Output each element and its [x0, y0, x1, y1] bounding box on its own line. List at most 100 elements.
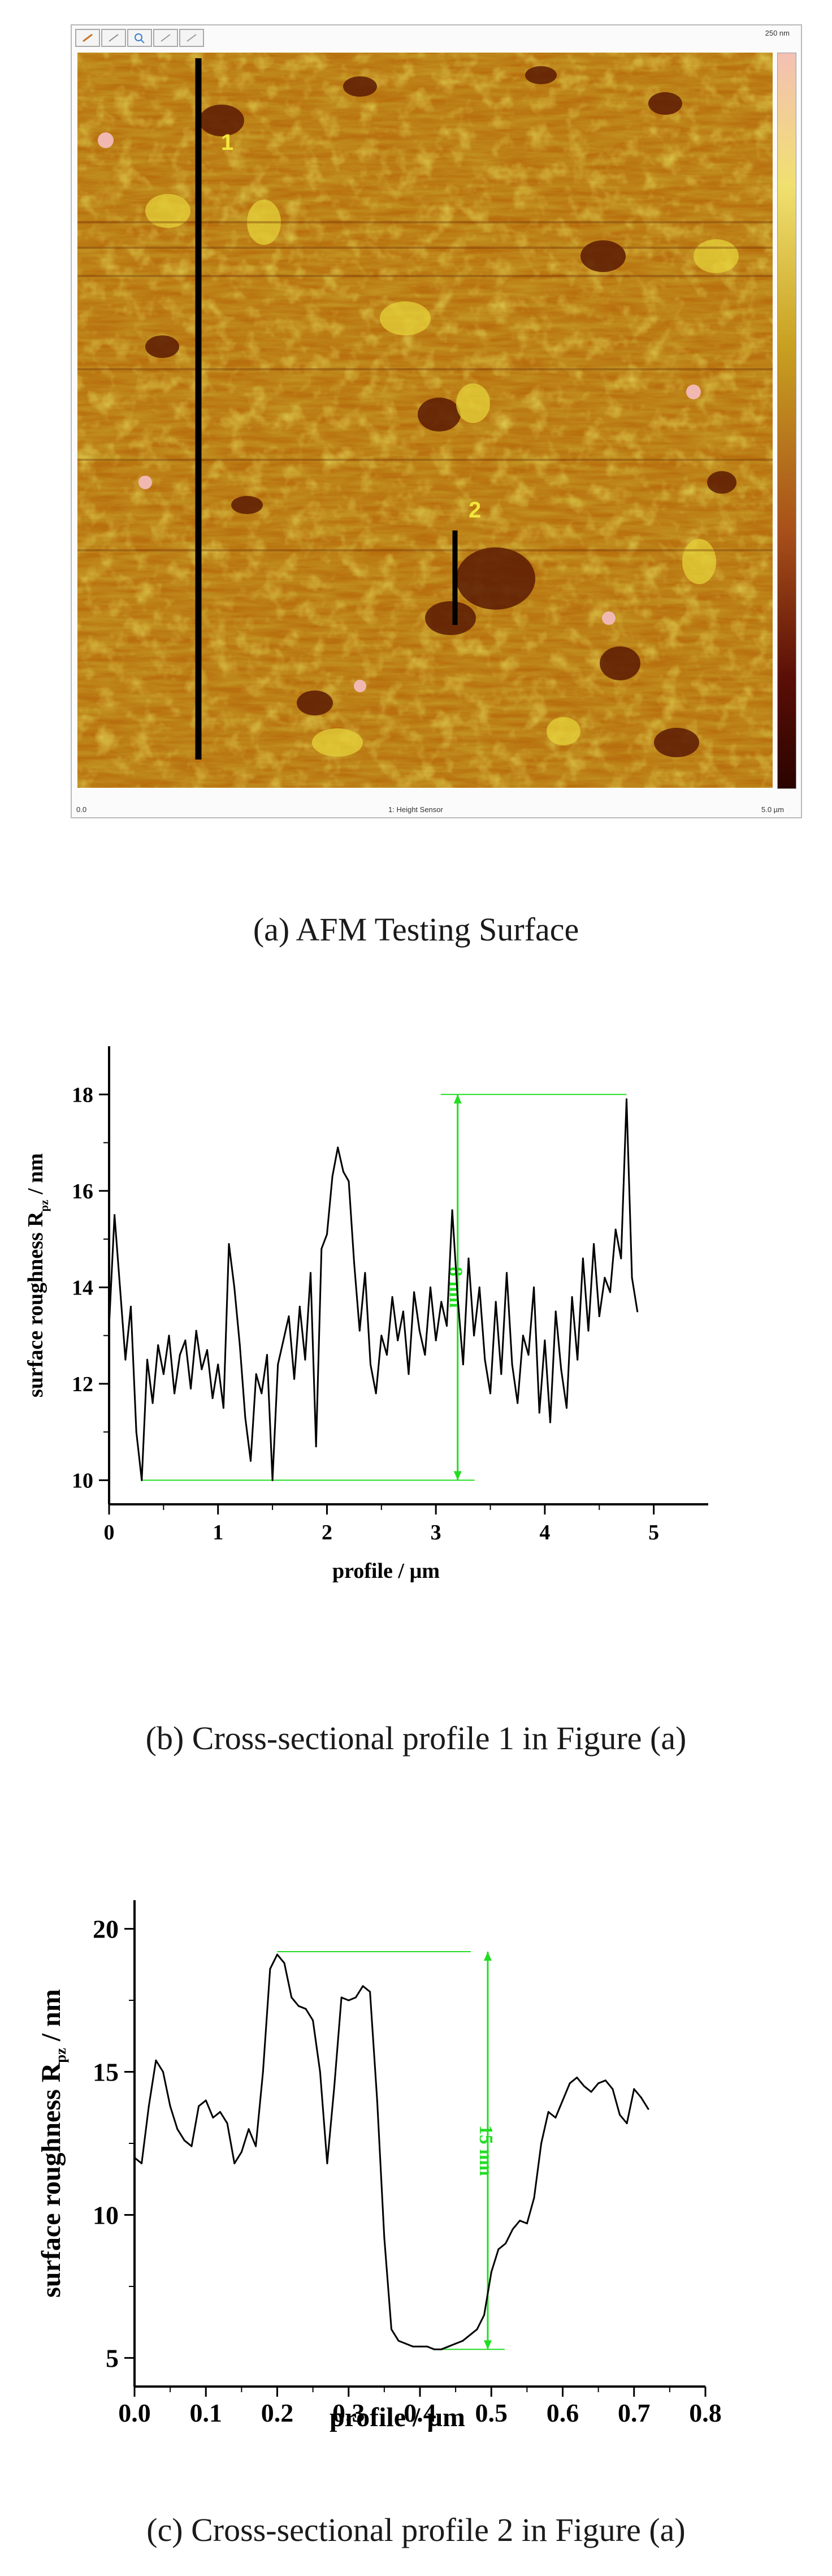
color-scale-bar — [777, 53, 796, 789]
data-point — [640, 2096, 642, 2099]
data-point — [544, 1339, 546, 1341]
data-point — [549, 1421, 552, 1423]
data-point — [380, 1335, 383, 1337]
data-point — [554, 2116, 557, 2118]
data-point — [342, 1171, 344, 1173]
data-point — [517, 1402, 519, 1404]
data-point — [333, 2085, 335, 2087]
data-point — [476, 2328, 478, 2331]
zoom-tool-icon[interactable] — [127, 29, 152, 47]
x-tick-label: 0.3 — [332, 2398, 365, 2427]
data-point — [489, 1392, 492, 1395]
data-point — [326, 2162, 328, 2164]
data-point — [277, 1363, 279, 1366]
data-point — [505, 2242, 506, 2245]
data-point — [304, 1358, 306, 1361]
data-point — [547, 2111, 549, 2113]
data-point — [130, 1305, 132, 1308]
caption-b: (b) Cross-sectional profile 1 in Figure … — [145, 1720, 687, 1757]
data-point — [269, 1967, 271, 1970]
data-point — [135, 1431, 137, 1433]
data-point — [201, 1368, 203, 1370]
annotation-arrow-head-top — [453, 1094, 462, 1104]
line-tool-icon[interactable] — [101, 29, 126, 47]
data-point — [358, 1330, 361, 1332]
data-point — [337, 1146, 339, 1149]
x-tick-label: 0.5 — [475, 2398, 508, 2427]
data-point — [490, 2271, 492, 2273]
data-point — [604, 1276, 606, 1279]
data-point — [593, 1243, 595, 1245]
data-point — [239, 1344, 241, 1347]
series-line — [134, 1953, 649, 2350]
x-tick-label: 3 — [431, 1521, 441, 1544]
afm-image-frame: 250 nm — [71, 24, 802, 818]
data-point — [519, 2220, 521, 2222]
channel-label: 1: Height Sensor — [388, 805, 443, 814]
data-point — [484, 1358, 486, 1361]
data-point — [291, 1996, 293, 1999]
data-point — [310, 1272, 312, 1274]
data-point — [540, 2142, 543, 2144]
pencil-tool-icon[interactable] — [75, 29, 100, 47]
data-point — [162, 1373, 164, 1375]
caption-a: (a) AFM Testing Surface — [253, 911, 579, 948]
data-point — [527, 1354, 530, 1356]
data-point — [348, 1180, 350, 1183]
cursor-tool-icon[interactable] — [179, 29, 204, 47]
data-point — [576, 2077, 578, 2079]
y-tick-label: 15 — [93, 2058, 119, 2087]
annotation-arrow-head-top — [483, 1952, 492, 1961]
data-point — [190, 2145, 193, 2147]
data-point — [597, 2082, 600, 2085]
annotation-arrow-head-bottom — [453, 1471, 462, 1481]
data-point — [397, 1339, 399, 1341]
y-tick-label: 5 — [106, 2344, 119, 2373]
data-point — [636, 1310, 639, 1313]
data-point — [108, 1325, 110, 1327]
data-point — [402, 1310, 404, 1313]
data-point — [157, 1344, 159, 1347]
data-point — [353, 1262, 356, 1265]
data-point — [340, 1996, 343, 1999]
data-point — [348, 1999, 350, 2001]
data-point — [233, 1286, 236, 1288]
data-point — [391, 1296, 393, 1298]
profile-1-marker: 1 — [221, 130, 234, 155]
y-tick-label: 20 — [93, 1915, 119, 1944]
data-point — [631, 1276, 633, 1279]
data-point — [604, 2079, 606, 2082]
data-point — [293, 1378, 296, 1380]
y-tick-label: 14 — [72, 1276, 93, 1300]
data-point — [222, 1406, 224, 1409]
measure-tool-icon[interactable] — [153, 29, 178, 47]
profile-2-chart: 0.0 0.1 0.2 0.3 0.4 0.5 0.6 0.7 0.8 5 10 15 20 profil… — [36, 1900, 722, 2432]
data-point — [266, 1354, 268, 1356]
data-point — [445, 1325, 448, 1327]
data-point — [619, 2113, 621, 2116]
data-point — [298, 1305, 301, 1308]
y-tick-label: 18 — [72, 1084, 93, 1107]
data-point — [383, 2237, 385, 2239]
data-point — [364, 1272, 366, 1274]
data-point — [206, 1349, 208, 1351]
data-point — [633, 2088, 635, 2090]
data-point — [413, 1291, 415, 1293]
data-point — [119, 1286, 121, 1288]
data-point — [647, 2108, 649, 2110]
data-point — [533, 1286, 535, 1288]
data-point — [282, 1339, 284, 1341]
data-point — [473, 1335, 475, 1337]
data-point — [512, 2228, 514, 2230]
data-point — [354, 1996, 357, 1999]
data-point — [240, 2151, 242, 2153]
data-point — [297, 2005, 300, 2007]
x-tick-label: 0.0 — [118, 2398, 151, 2427]
data-point — [511, 1363, 513, 1366]
x-tick-label: 2 — [322, 1521, 332, 1544]
data-point — [435, 1339, 437, 1341]
data-point — [538, 1412, 540, 1414]
data-point — [174, 1392, 176, 1395]
data-point — [614, 1228, 617, 1231]
data-point — [562, 2099, 564, 2102]
